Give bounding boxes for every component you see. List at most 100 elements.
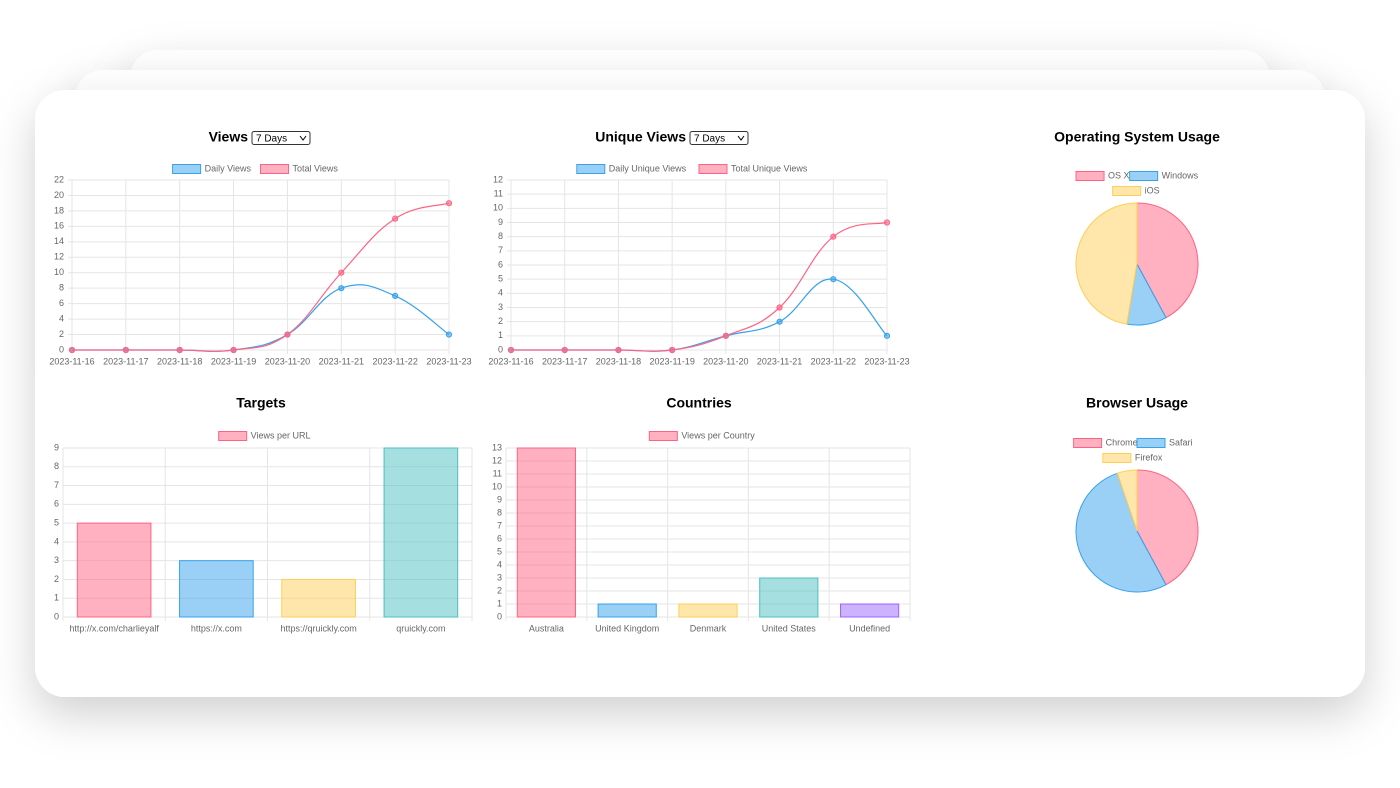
- y-tick-label: 1: [498, 330, 503, 340]
- y-tick-label: 0: [498, 344, 503, 354]
- y-tick-label: 20: [54, 190, 64, 200]
- point: [338, 269, 345, 276]
- legend-label: Safari: [1169, 437, 1193, 447]
- chart-title: Countries: [666, 395, 732, 411]
- y-tick-label: 2: [497, 585, 502, 595]
- y-tick-label: 2: [54, 574, 59, 584]
- point: [507, 346, 515, 354]
- legend-swatch: [172, 164, 202, 174]
- chart-title: Targets: [236, 395, 286, 411]
- legend-swatch: [1136, 438, 1166, 448]
- pie-slice: [1136, 469, 1199, 586]
- point: [445, 200, 453, 207]
- legend-swatch: [648, 431, 678, 441]
- y-tick-label: 2: [59, 329, 64, 339]
- x-tick-label: 2023-11-21: [319, 356, 364, 366]
- chart-title: Operating System Usage: [1054, 129, 1220, 145]
- y-tick-label: 6: [54, 499, 59, 509]
- point: [883, 219, 891, 226]
- x-tick-label: qruickly.com: [396, 623, 445, 633]
- select-arrow: [737, 135, 745, 141]
- y-tick-label: 11: [494, 189, 503, 199]
- y-tick-label: 14: [54, 236, 64, 246]
- legend-label: Windows: [1162, 170, 1199, 180]
- y-tick-label: 0: [54, 611, 59, 621]
- y-tick-label: 10: [54, 267, 64, 277]
- x-tick-label: http://x.com/charlieyalf: [69, 623, 159, 633]
- point: [392, 215, 399, 222]
- x-tick-label: https://qruickly.com: [280, 623, 356, 633]
- y-tick-label: 4: [498, 288, 503, 298]
- y-tick-label: 10: [492, 481, 502, 491]
- y-tick-label: 9: [54, 442, 59, 452]
- y-tick-label: 4: [54, 536, 59, 546]
- y-tick-label: 10: [493, 203, 503, 213]
- legend-label: Total Views: [293, 163, 339, 173]
- x-tick-label: 2023-11-19: [211, 356, 256, 366]
- x-tick-label: 2023-11-17: [103, 356, 148, 366]
- point: [284, 331, 291, 338]
- point: [669, 346, 676, 354]
- point: [122, 346, 129, 354]
- legend-swatch: [1073, 438, 1103, 448]
- pie-slice: [1075, 202, 1138, 325]
- y-tick-label: 16: [54, 221, 64, 231]
- x-tick-label: 2023-11-20: [703, 356, 748, 366]
- y-tick-label: 5: [497, 546, 502, 556]
- x-tick-label: 2023-11-16: [488, 356, 533, 366]
- x-tick-label: United States: [762, 623, 817, 633]
- y-tick-label: 0: [497, 611, 502, 621]
- y-tick-label: 3: [498, 302, 503, 312]
- legend-swatch: [1075, 171, 1105, 181]
- point: [176, 346, 183, 354]
- bar: [76, 522, 152, 618]
- bar: [179, 560, 254, 618]
- x-tick-label: 2023-11-16: [49, 356, 94, 366]
- legend-label: Views per Country: [681, 430, 755, 440]
- range-select-label: 7 Days: [694, 134, 725, 145]
- legend-swatch: [1129, 171, 1159, 181]
- y-tick-label: 9: [498, 217, 503, 227]
- legend-label: Views per URL: [251, 430, 311, 440]
- point: [338, 285, 345, 292]
- point: [445, 331, 453, 338]
- bar: [759, 577, 819, 618]
- x-tick-label: 2023-11-17: [542, 356, 587, 366]
- legend-label: Total Unique Views: [731, 163, 808, 173]
- point: [230, 346, 237, 354]
- y-tick-label: 12: [492, 455, 502, 465]
- bar: [383, 447, 459, 618]
- point: [392, 292, 399, 300]
- x-tick-label: 2023-11-18: [157, 356, 202, 366]
- legend-swatch: [218, 431, 248, 441]
- y-tick-label: 7: [498, 245, 503, 255]
- y-tick-label: 18: [54, 205, 64, 215]
- point: [722, 332, 729, 339]
- y-tick-label: 9: [497, 494, 502, 504]
- y-tick-label: 22: [54, 174, 64, 184]
- legend-swatch: [1112, 186, 1142, 196]
- legend-label: Daily Unique Views: [609, 163, 687, 173]
- x-tick-label: 2023-11-20: [265, 356, 310, 366]
- legend-swatch: [260, 164, 289, 174]
- legend-label: OS X: [1108, 170, 1130, 180]
- y-tick-label: 6: [498, 259, 503, 269]
- chart-title: Unique Views: [595, 129, 686, 145]
- y-tick-label: 1: [497, 598, 502, 608]
- y-tick-label: 5: [498, 274, 503, 284]
- x-tick-label: United Kingdom: [595, 623, 659, 633]
- y-tick-label: 4: [497, 559, 502, 569]
- y-tick-label: 4: [59, 313, 64, 323]
- range-select[interactable]: [689, 131, 749, 145]
- x-tick-label: Australia: [529, 623, 564, 633]
- y-tick-label: 7: [497, 520, 502, 530]
- y-tick-label: 7: [54, 480, 59, 490]
- y-tick-label: 8: [497, 507, 502, 517]
- x-tick-label: Undefined: [849, 623, 890, 633]
- legend-label: Chrome: [1106, 437, 1138, 447]
- range-select[interactable]: [251, 131, 311, 145]
- y-tick-label: 0: [59, 344, 64, 354]
- y-tick-label: 3: [54, 555, 59, 565]
- point: [883, 332, 891, 339]
- y-tick-label: 1: [54, 593, 59, 603]
